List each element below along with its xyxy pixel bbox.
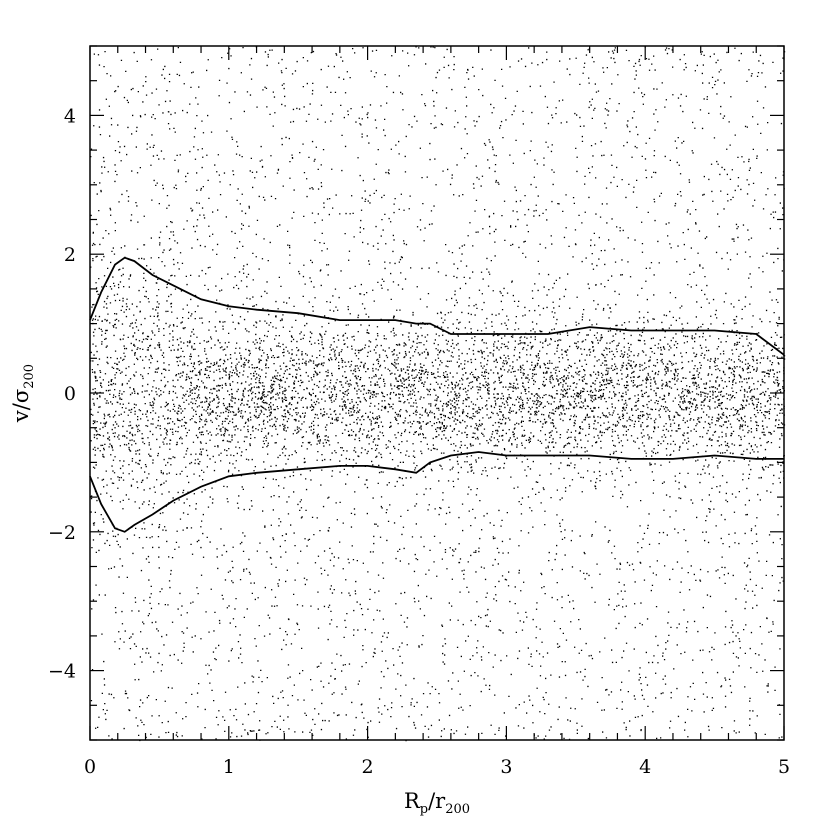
y-tick-label: 0 bbox=[64, 383, 76, 405]
x-tick-label: 4 bbox=[639, 756, 651, 778]
axis-ticks bbox=[89, 45, 785, 741]
x-tick-label: 0 bbox=[84, 756, 96, 778]
scatter-points bbox=[90, 46, 786, 742]
caustic-lines bbox=[89, 256, 785, 533]
lower-caustic-line bbox=[89, 451, 784, 533]
x-axis-label: Rp/r200 bbox=[404, 789, 470, 817]
x-tick-label: 3 bbox=[500, 756, 512, 778]
scatter-point-cloud bbox=[90, 46, 786, 742]
y-tick-label: 4 bbox=[64, 105, 76, 127]
y-tick-label: 2 bbox=[64, 244, 76, 266]
y-tick-label: −4 bbox=[48, 661, 76, 683]
x-tick-label: 2 bbox=[362, 756, 374, 778]
plot-frame bbox=[89, 45, 785, 741]
x-tick-label: 5 bbox=[778, 756, 790, 778]
x-tick-labels: 0 1 2 3 4 5 bbox=[84, 756, 790, 778]
upper-caustic-line bbox=[89, 256, 785, 356]
x-tick-label: 1 bbox=[223, 756, 235, 778]
y-tick-label: −2 bbox=[48, 522, 76, 544]
y-axis-label: v/σ200 bbox=[9, 364, 37, 423]
y-tick-labels: −4 −2 0 2 4 bbox=[48, 105, 76, 682]
